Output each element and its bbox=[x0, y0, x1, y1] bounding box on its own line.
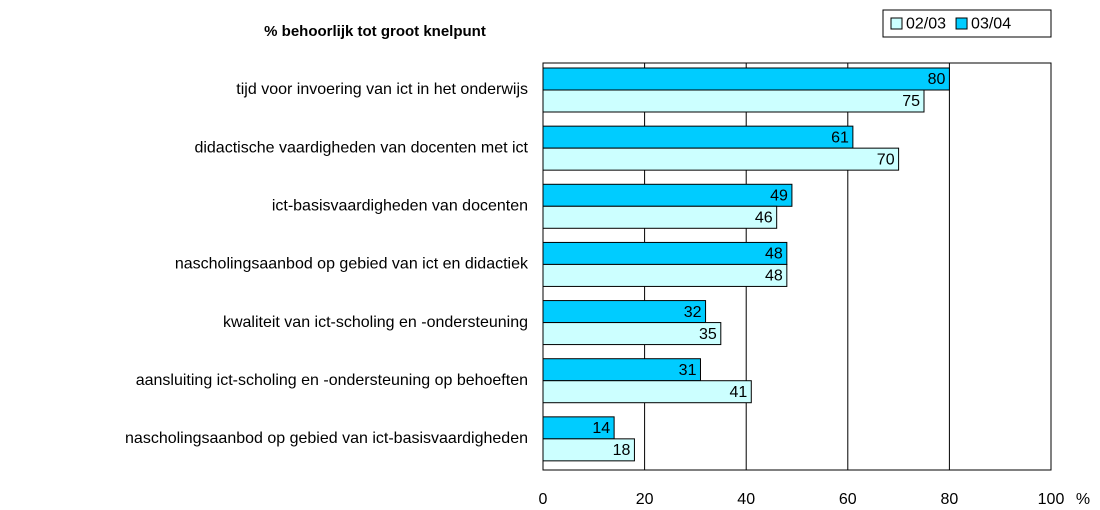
data-label: 32 bbox=[684, 304, 702, 321]
y-tick-label: tijd voor invoering van ict in het onder… bbox=[236, 81, 528, 98]
data-label: 70 bbox=[877, 151, 895, 168]
bar bbox=[542, 183, 793, 207]
x-tick-label: 40 bbox=[737, 491, 755, 508]
legend-label: 03/04 bbox=[971, 16, 1011, 33]
bar bbox=[542, 205, 778, 229]
data-label: 48 bbox=[765, 268, 783, 285]
bar bbox=[542, 89, 925, 113]
data-label: 80 bbox=[928, 71, 946, 88]
y-tick-label: didactische vaardigheden van docenten me… bbox=[194, 139, 528, 156]
bar bbox=[542, 380, 752, 404]
data-label: 48 bbox=[765, 246, 783, 263]
data-label: 49 bbox=[770, 188, 788, 205]
x-axis-label: % bbox=[1076, 491, 1090, 508]
data-label: 14 bbox=[592, 420, 610, 437]
y-tick-label: aansluiting ict-scholing en -ondersteuni… bbox=[136, 372, 528, 389]
bar bbox=[542, 241, 788, 265]
x-tick-label: 80 bbox=[941, 491, 959, 508]
y-tick-label: nascholingsaanbod op gebied van ict-basi… bbox=[125, 430, 528, 447]
x-tick-label: 20 bbox=[636, 491, 654, 508]
data-label: 31 bbox=[679, 362, 697, 379]
bar bbox=[542, 263, 788, 287]
bar bbox=[542, 358, 701, 382]
y-tick-label: ict-basisvaardigheden van docenten bbox=[272, 198, 528, 215]
bar bbox=[542, 67, 950, 91]
legend-swatch bbox=[955, 17, 968, 30]
data-label: 61 bbox=[831, 129, 849, 146]
chart-title: % behoorlijk tot groot knelpunt bbox=[264, 23, 486, 40]
x-tick-label: 100 bbox=[1038, 491, 1065, 508]
bar bbox=[542, 322, 722, 346]
bar bbox=[542, 125, 854, 149]
legend-swatch bbox=[890, 17, 903, 30]
data-label: 75 bbox=[902, 93, 920, 110]
y-tick-label: kwaliteit van ict-scholing en -ondersteu… bbox=[223, 314, 528, 331]
legend-label: 02/03 bbox=[906, 16, 946, 33]
bar bbox=[542, 300, 707, 324]
bar bbox=[542, 147, 900, 171]
x-tick-label: 60 bbox=[839, 491, 857, 508]
data-label: 35 bbox=[699, 326, 717, 343]
data-label: 18 bbox=[613, 442, 631, 459]
data-label: 46 bbox=[755, 210, 773, 227]
x-tick-label: 0 bbox=[539, 491, 548, 508]
data-label: 41 bbox=[729, 384, 747, 401]
y-tick-label: nascholingsaanbod op gebied van ict en d… bbox=[175, 256, 529, 273]
bar bbox=[542, 438, 635, 462]
